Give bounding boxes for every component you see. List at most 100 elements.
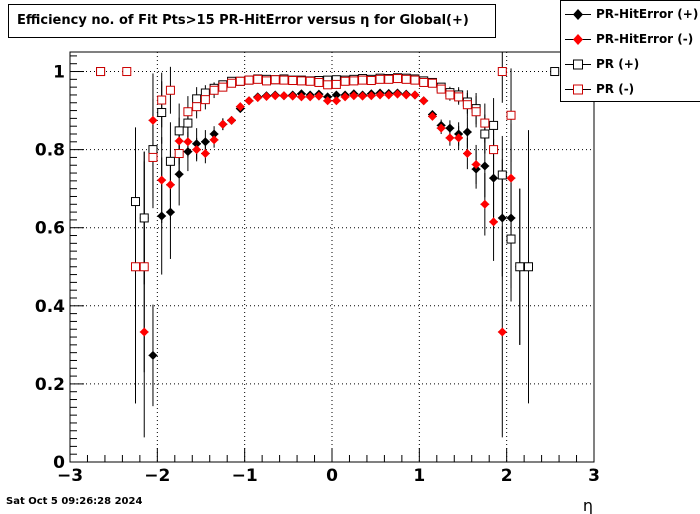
data-point-square	[497, 67, 507, 77]
data-point-diamond	[480, 161, 490, 171]
data-point-square	[122, 67, 132, 77]
data-point-diamond	[157, 211, 167, 221]
data-point-square	[366, 76, 376, 86]
data-point-square	[148, 145, 158, 155]
tick-label-layer: −3 −2 −1 0 1 2 3 0 0.2 0.4 0.6 0.8 1	[35, 63, 600, 486]
data-point-diamond	[489, 173, 499, 183]
data-point-square	[174, 126, 184, 136]
data-point-square	[183, 107, 193, 117]
data-point-diamond	[497, 213, 507, 223]
legend-marker-black-square	[565, 59, 591, 70]
data-point-square	[262, 76, 271, 86]
data-point-square	[253, 74, 263, 84]
data-point-square	[174, 149, 184, 159]
legend-marker-red-square	[565, 84, 591, 95]
data-point-diamond	[183, 147, 193, 157]
data-point-square	[288, 76, 298, 86]
data-point-square	[296, 76, 306, 86]
data-point-diamond	[471, 159, 481, 169]
y-tick-label: 0.2	[35, 375, 65, 395]
data-point-diamond	[270, 91, 280, 101]
data-point-diamond	[366, 91, 376, 101]
data-point-diamond	[497, 327, 507, 337]
data-point-diamond	[218, 119, 228, 129]
data-point-square	[235, 76, 245, 86]
data-point-square	[393, 74, 402, 84]
y-tick-label: 0.4	[35, 297, 65, 317]
data-point-diamond	[506, 213, 516, 223]
data-point-diamond	[192, 139, 202, 149]
data-point-square	[157, 108, 167, 118]
y-tick-label: 0.8	[35, 141, 65, 161]
data-point-square	[550, 67, 560, 77]
data-point-square	[323, 80, 333, 90]
data-point-diamond	[209, 129, 219, 139]
axis-layer	[69, 51, 595, 463]
data-point-square	[349, 76, 359, 86]
data-point-diamond	[148, 350, 158, 360]
x-axis-title: η	[583, 496, 593, 514]
x-tick-label: 2	[501, 466, 513, 486]
data-point-square	[227, 78, 237, 88]
data-point-diamond	[165, 180, 175, 190]
x-tick-label: 3	[588, 466, 600, 486]
data-point-square	[270, 75, 280, 85]
data-point-diamond	[506, 173, 516, 183]
x-tick-label: −3	[57, 466, 83, 486]
data-point-diamond	[200, 149, 210, 159]
legend-label: PR (+)	[596, 57, 640, 71]
data-point-diamond	[262, 92, 271, 102]
data-point-square	[192, 94, 202, 104]
legend-entry-pr-hiterror-plus: PR-HitError (+)	[561, 2, 700, 27]
data-point-diamond	[419, 96, 429, 106]
marker-layer	[96, 67, 560, 360]
data-point-diamond	[384, 90, 394, 100]
data-point-diamond	[436, 123, 446, 133]
data-point-square	[524, 262, 533, 272]
data-point-diamond	[209, 135, 219, 145]
legend-label: PR-HitError (-)	[596, 32, 694, 46]
data-point-diamond	[454, 133, 464, 143]
data-point-diamond	[227, 115, 237, 125]
x-tick-label: 1	[413, 466, 425, 486]
chart-title-box: Efficiency no. of Fit Pts>15 PR-HitError…	[8, 4, 496, 38]
legend-entry-pr-plus: PR (+)	[561, 52, 700, 77]
data-point-square	[480, 118, 490, 128]
data-point-diamond	[480, 199, 490, 209]
data-point-square	[209, 85, 219, 95]
data-point-square	[157, 95, 167, 105]
data-point-square	[401, 74, 411, 84]
data-point-diamond	[349, 91, 359, 101]
data-point-square	[375, 74, 385, 84]
data-point-square	[515, 262, 525, 272]
data-point-square	[131, 197, 140, 207]
data-point-diamond	[331, 96, 341, 106]
data-point-diamond	[445, 123, 455, 133]
data-point-square	[427, 78, 437, 88]
data-point-square	[358, 75, 368, 85]
data-point-diamond	[445, 133, 455, 143]
data-point-square	[200, 95, 210, 105]
legend-marker-black-diamond	[565, 9, 591, 20]
data-point-square	[331, 79, 341, 89]
data-point-diamond	[183, 137, 193, 147]
data-point-diamond	[296, 92, 306, 102]
chart-title: Efficiency no. of Fit Pts>15 PR-HitError…	[17, 13, 469, 28]
data-point-square	[139, 262, 149, 272]
data-point-diamond	[410, 90, 420, 100]
data-point-square	[96, 67, 106, 77]
data-point-diamond	[139, 327, 149, 337]
x-tick-label: −2	[144, 466, 170, 486]
data-point-diamond	[148, 115, 158, 125]
legend-entry-pr-minus: PR (-)	[561, 77, 700, 102]
legend-label: PR (-)	[596, 82, 635, 96]
data-point-square	[183, 118, 193, 128]
data-point-square	[314, 77, 324, 87]
legend-entry-pr-hiterror-minus: PR-HitError (-)	[561, 27, 700, 52]
data-point-diamond	[235, 102, 245, 112]
data-point-diamond	[331, 90, 341, 100]
x-tick-label: −1	[232, 466, 258, 486]
data-point-diamond	[489, 217, 499, 227]
data-point-square	[471, 107, 481, 117]
